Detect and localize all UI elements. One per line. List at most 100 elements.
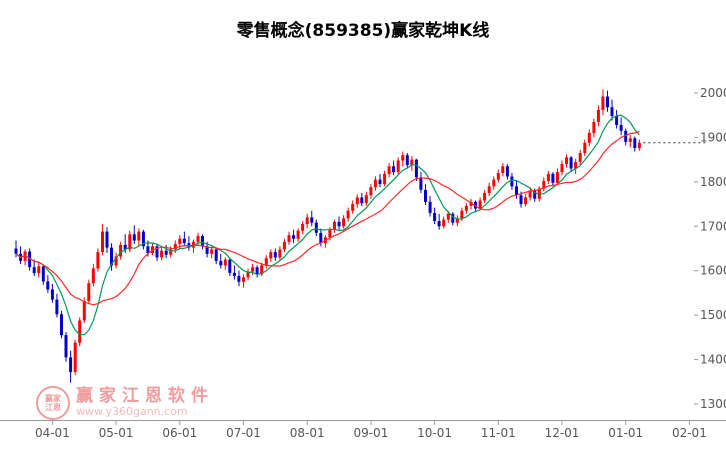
candle-body xyxy=(355,197,359,205)
y-axis-label: 1300 xyxy=(700,397,726,411)
x-axis-label: 11-01 xyxy=(481,426,516,440)
candle-body xyxy=(615,116,619,125)
candle-body xyxy=(269,252,273,259)
candle-body xyxy=(364,195,368,204)
candle-body xyxy=(519,195,523,205)
candle-body xyxy=(319,232,323,244)
candle-body xyxy=(82,300,86,321)
candle-body xyxy=(487,186,491,193)
candle-body xyxy=(146,246,150,253)
x-axis-label: 12-01 xyxy=(545,426,580,440)
candle-body xyxy=(23,251,27,261)
candle-body xyxy=(369,187,373,196)
candle-body xyxy=(328,229,332,238)
candle-body xyxy=(433,213,437,221)
candle-body xyxy=(132,234,136,241)
candle-body xyxy=(546,173,550,181)
candle-body xyxy=(119,244,123,257)
candle-body xyxy=(155,246,159,258)
candle-body xyxy=(460,210,464,219)
candle-body xyxy=(101,231,104,252)
candle-body xyxy=(387,166,391,174)
candle-body xyxy=(32,267,36,273)
candle-body xyxy=(78,320,82,343)
x-axis-label: 01-01 xyxy=(608,426,643,440)
candle-body xyxy=(515,186,518,196)
candle-body xyxy=(414,159,418,178)
candle-body xyxy=(501,166,505,173)
candle-body xyxy=(583,142,587,153)
candle-body xyxy=(337,221,341,227)
candle-body xyxy=(419,177,423,190)
candle-body xyxy=(346,210,350,219)
candle-body xyxy=(214,249,218,261)
candle-body xyxy=(437,221,441,227)
candle-body xyxy=(287,235,291,242)
x-axis-label: 09-01 xyxy=(353,426,388,440)
candle-body xyxy=(565,157,568,165)
candle-body xyxy=(237,276,241,282)
candle-body xyxy=(87,283,91,301)
candle-body xyxy=(542,181,546,189)
candle-body xyxy=(496,173,500,180)
y-axis-label: 1500 xyxy=(700,308,726,322)
candle-body xyxy=(592,121,596,133)
candle-body xyxy=(333,221,336,230)
candle-body xyxy=(264,258,268,266)
candle-body xyxy=(633,138,637,149)
candle-body xyxy=(105,231,109,248)
candle-body xyxy=(114,256,118,266)
candle-body xyxy=(396,160,400,173)
candle-body xyxy=(410,159,414,165)
candle-body xyxy=(196,236,200,242)
candle-body xyxy=(37,266,41,273)
candle-body xyxy=(351,204,355,211)
candle-body xyxy=(141,231,145,247)
y-axis-label: 1400 xyxy=(700,353,726,367)
candle-body xyxy=(360,197,364,204)
candle-body xyxy=(492,179,496,187)
x-axis-label: 04-01 xyxy=(35,426,70,440)
candle-body xyxy=(273,252,277,258)
x-axis-label: 10-01 xyxy=(417,426,452,440)
candle-body xyxy=(446,213,450,220)
x-axis-label: 05-01 xyxy=(99,426,134,440)
chart-title: 零售概念(859385)赢家乾坤K线 xyxy=(236,21,490,41)
x-axis-label: 06-01 xyxy=(162,426,197,440)
candle-body xyxy=(578,153,582,162)
candle-body xyxy=(292,235,296,239)
candle-body xyxy=(569,157,573,169)
candle-body xyxy=(483,193,487,201)
candle-body xyxy=(610,107,614,117)
candle-body xyxy=(110,247,113,266)
candle-body xyxy=(178,238,182,244)
candle-body xyxy=(442,219,446,227)
candle-body xyxy=(451,213,455,223)
candle-body xyxy=(173,244,177,250)
candle-body xyxy=(69,357,73,373)
x-axis-label: 02-01 xyxy=(672,426,707,440)
ma-long-line xyxy=(15,130,640,306)
candle-body xyxy=(164,250,168,255)
candle-body xyxy=(560,164,564,173)
candle-body xyxy=(201,236,204,247)
candle-body xyxy=(246,271,250,278)
candle-body xyxy=(55,299,59,315)
candle-body xyxy=(405,155,409,165)
candle-body xyxy=(282,241,286,250)
candle-body xyxy=(46,281,50,290)
candle-body xyxy=(510,176,514,187)
candle-body xyxy=(160,250,164,258)
candle-body xyxy=(533,190,537,199)
candle-body xyxy=(555,172,559,183)
candle-body xyxy=(41,266,45,282)
candle-body xyxy=(305,217,309,225)
candle-body xyxy=(123,244,127,250)
candle-body xyxy=(50,289,54,300)
candle-body xyxy=(301,224,305,231)
y-axis-label: 1700 xyxy=(700,219,726,233)
candle-body xyxy=(60,314,63,336)
candle-body xyxy=(255,267,259,275)
